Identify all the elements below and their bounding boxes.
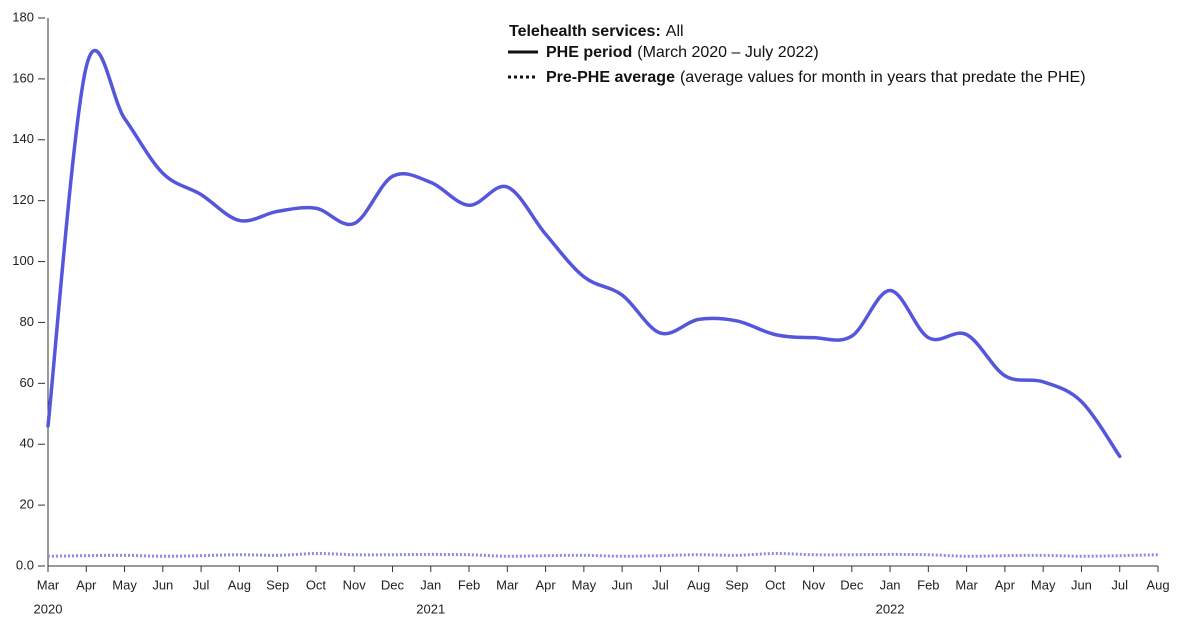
y-tick-label: 60 [20, 375, 34, 390]
x-tick-label: Dec [381, 577, 405, 592]
x-tick-label: Jan [420, 577, 441, 592]
y-tick-label: 80 [20, 314, 34, 329]
x-tick-label: Feb [917, 577, 939, 592]
x-tick-label: Jan [880, 577, 901, 592]
x-tick-label: Aug [228, 577, 251, 592]
legend-description: (March 2020 – July 2022) [637, 44, 818, 61]
series-line [46, 48, 1122, 459]
legend-title-label: Telehealth services: [509, 23, 661, 40]
x-tick-label: Jun [1071, 577, 1092, 592]
x-tick-label: Feb [458, 577, 480, 592]
x-tick-label: Oct [765, 577, 786, 592]
x-tick-label: May [112, 577, 137, 592]
x-tick-label: Nov [343, 577, 367, 592]
x-tick-label: Aug [1146, 577, 1169, 592]
x-tick-label: Oct [306, 577, 327, 592]
x-tick-label: Aug [687, 577, 710, 592]
x-tick-label: Apr [76, 577, 97, 592]
legend-name: PHE period [546, 44, 632, 61]
x-tick-label: Mar [496, 577, 519, 592]
x-tick-label: Mar [955, 577, 978, 592]
y-tick-label: 120 [12, 192, 34, 207]
x-tick-label: May [572, 577, 597, 592]
x-tick-label: Dec [840, 577, 864, 592]
y-tick-label: 100 [12, 253, 34, 268]
x-tick-label: Sep [266, 577, 289, 592]
legend-description: (average values for month in years that … [680, 69, 1086, 86]
x-tick-label: Jul [1111, 577, 1128, 592]
x-tick-label: May [1031, 577, 1056, 592]
legend-entry: Pre-PHE average (average values for month… [546, 69, 1086, 86]
x-tick-label: Jul [652, 577, 669, 592]
y-tick-label: 160 [12, 70, 34, 85]
y-tick-label: 140 [12, 131, 34, 146]
legend-name: Pre-PHE average [546, 69, 675, 86]
legend: Telehealth services: All PHE period (March… [508, 23, 1086, 86]
series-line [47, 552, 1159, 558]
x-tick-label: Jul [193, 577, 210, 592]
legend-entry: PHE period (March 2020 – July 2022) [546, 44, 819, 61]
x-tick-label: Jun [612, 577, 633, 592]
y-tick-label: 20 [20, 497, 34, 512]
x-tick-label: Mar [37, 577, 60, 592]
x-tick-label: Nov [802, 577, 826, 592]
x-tick-label: Apr [995, 577, 1016, 592]
y-tick-label: 180 [12, 9, 34, 24]
year-label: 2021 [416, 601, 445, 616]
legend-title-value: All [666, 23, 684, 40]
year-label: 2020 [34, 601, 63, 616]
y-tick-label: 40 [20, 436, 34, 451]
year-label: 2022 [876, 601, 905, 616]
x-tick-label: Apr [535, 577, 556, 592]
legend-title: Telehealth services: All [509, 23, 684, 40]
y-tick-label: 0.0 [16, 557, 34, 572]
x-tick-label: Sep [725, 577, 748, 592]
x-tick-label: Jun [152, 577, 173, 592]
